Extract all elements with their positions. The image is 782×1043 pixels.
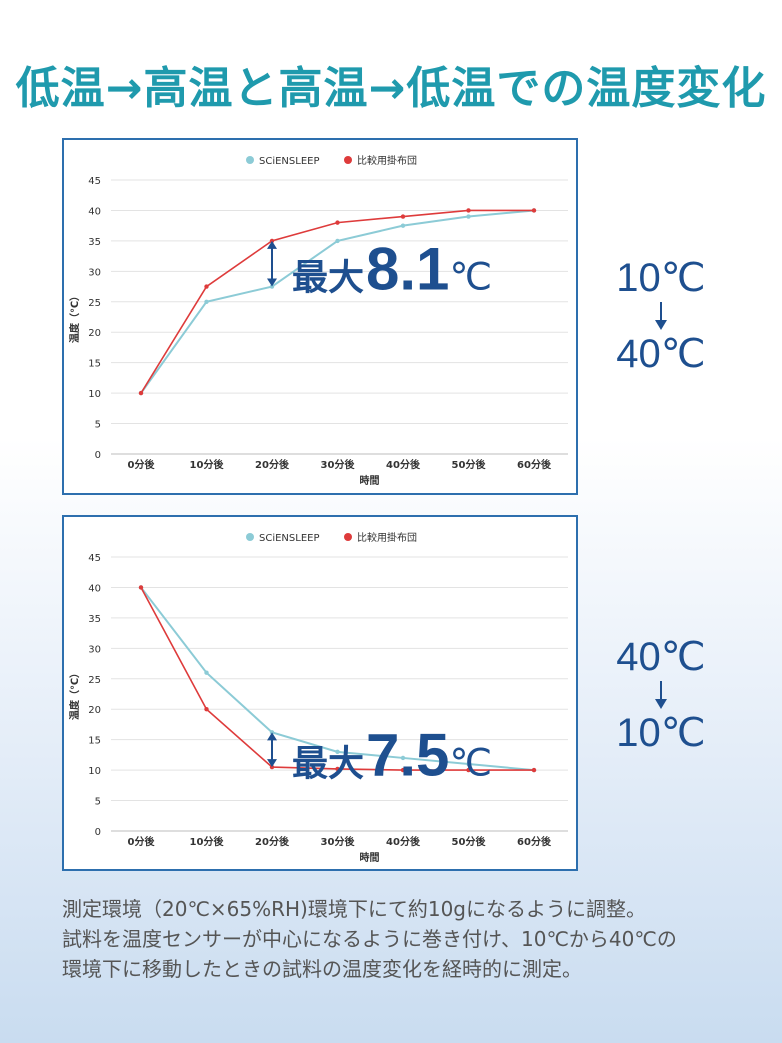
x-tick-label: 50分後	[452, 458, 487, 471]
down-arrow-icon	[602, 298, 720, 334]
data-point	[204, 284, 209, 289]
y-tick-label: 5	[95, 420, 101, 431]
x-tick-label: 60分後	[517, 458, 552, 471]
y-tick-label: 30	[88, 267, 101, 278]
data-point	[466, 208, 471, 213]
y-tick-label: 15	[88, 736, 101, 747]
transition-heating: 10℃ 40℃	[602, 258, 720, 374]
y-axis-label: 温度（℃）	[68, 291, 81, 343]
y-tick-label: 0	[95, 827, 101, 838]
y-tick-label: 40	[88, 583, 101, 594]
annotation-arrow-head	[267, 732, 277, 741]
transition-from: 10℃	[616, 256, 706, 300]
legend-label: 比較用掛布団	[357, 531, 417, 544]
annotation-arrow-head	[267, 278, 277, 287]
y-tick-label: 20	[88, 705, 101, 716]
x-tick-label: 10分後	[190, 458, 225, 471]
y-tick-label: 45	[88, 553, 101, 564]
y-tick-label: 10	[88, 766, 101, 777]
annotation-text: 最大8.1℃	[292, 236, 492, 303]
data-point	[204, 707, 209, 712]
data-point	[138, 585, 144, 590]
x-axis-label: 時間	[360, 851, 380, 864]
y-tick-label: 35	[88, 237, 101, 248]
data-point	[269, 730, 275, 735]
legend-label: SCiENSLEEP	[259, 156, 320, 167]
y-tick-label: 25	[88, 675, 101, 686]
data-point	[138, 390, 144, 396]
data-point	[204, 670, 209, 675]
y-tick-label: 30	[88, 644, 101, 655]
legend-marker	[246, 156, 254, 164]
y-tick-label: 40	[88, 206, 101, 217]
y-tick-label: 10	[88, 389, 101, 400]
data-point	[269, 764, 275, 770]
data-point	[335, 238, 340, 244]
footnote-line: 環境下に移動したときの試料の温度変化を経時的に測定。	[62, 957, 582, 981]
legend-label: 比較用掛布団	[357, 154, 417, 167]
data-point	[400, 767, 406, 773]
data-point	[466, 767, 471, 773]
transition-to: 40℃	[616, 332, 706, 376]
y-tick-label: 20	[88, 328, 101, 339]
x-tick-label: 30分後	[321, 835, 356, 848]
footnote-line: 測定環境（20℃×65%RH)環境下にて約10gになるように調整。	[62, 897, 647, 921]
legend-marker	[344, 533, 352, 541]
y-tick-label: 0	[95, 450, 101, 461]
chart-cooling-svg: 0 5 10 15 20 25 30 35 40 45 0分後 10分後 20分後 30分後 40分後 50分…	[68, 531, 568, 864]
legend-marker	[246, 533, 254, 541]
data-point	[466, 761, 471, 767]
chart-heating: 0 5 10 15 20 25 30 35 40 45 0分後 10分後 20分後 30分後 40分後 50分…	[62, 138, 578, 495]
footnote-line: 試料を温度センサーが中心になるように巻き付け、10℃から40℃の	[62, 927, 677, 951]
y-axis-label: 温度（℃）	[68, 668, 81, 720]
y-tick-label: 25	[88, 298, 101, 309]
x-tick-label: 40分後	[386, 835, 421, 848]
transition-to: 10℃	[616, 711, 706, 755]
data-point	[335, 749, 340, 755]
y-tick-label: 5	[95, 797, 101, 808]
x-tick-label: 0分後	[128, 458, 156, 471]
x-tick-label: 20分後	[255, 835, 290, 848]
x-tick-label: 50分後	[452, 835, 487, 848]
data-point	[335, 766, 340, 772]
footnote: 測定環境（20℃×65%RH)環境下にて約10gになるように調整。 試料を温度セ…	[62, 894, 762, 984]
y-tick-label: 35	[88, 614, 101, 625]
legend-label: SCiENSLEEP	[259, 533, 320, 544]
x-tick-label: 20分後	[255, 458, 290, 471]
chart-heating-svg: 0 5 10 15 20 25 30 35 40 45 0分後 10分後 20分後 30分後 40分後 50分…	[68, 154, 568, 487]
data-point	[335, 220, 340, 225]
data-point	[400, 223, 406, 228]
annotation-arrow-head	[267, 240, 277, 249]
down-arrow-icon	[602, 677, 720, 713]
page-title: 低温→高温と高温→低温での温度変化	[15, 63, 767, 114]
data-point	[531, 767, 537, 773]
x-axis-label: 時間	[360, 474, 380, 487]
legend-marker	[344, 156, 352, 164]
x-tick-label: 30分後	[321, 458, 356, 471]
x-tick-label: 60分後	[517, 835, 552, 848]
x-tick-label: 0分後	[128, 835, 156, 848]
data-point	[204, 299, 209, 304]
y-tick-label: 15	[88, 359, 101, 370]
annotation-text: 最大7.5℃	[292, 722, 492, 789]
data-point	[531, 208, 537, 213]
x-tick-label: 10分後	[190, 835, 225, 848]
data-point	[400, 755, 406, 761]
y-tick-label: 45	[88, 176, 101, 187]
transition-from: 40℃	[616, 635, 706, 679]
x-tick-label: 40分後	[386, 458, 421, 471]
transition-cooling: 40℃ 10℃	[602, 637, 720, 753]
chart-cooling: 0 5 10 15 20 25 30 35 40 45 0分後 10分後 20分後 30分後 40分後 50分…	[62, 515, 578, 871]
data-point	[466, 214, 471, 219]
data-point	[400, 214, 406, 219]
annotation-arrow-head	[267, 759, 277, 768]
